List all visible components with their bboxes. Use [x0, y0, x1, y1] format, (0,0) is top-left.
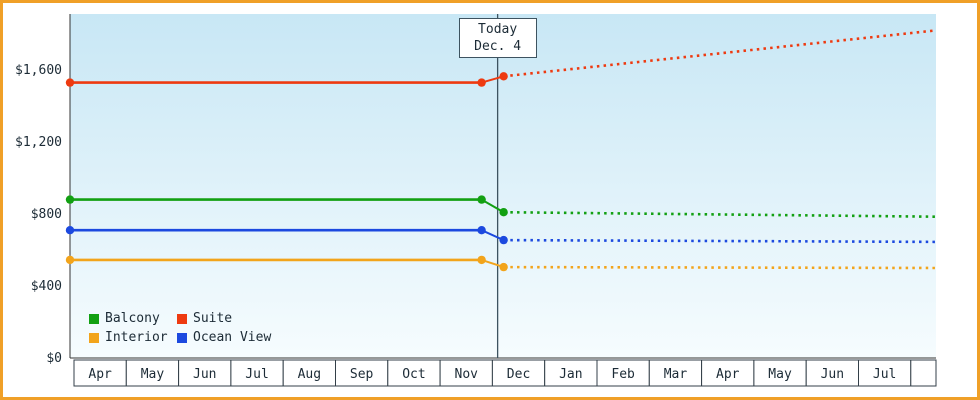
x-axis-cell — [805, 359, 860, 387]
y-axis-label: $1,200 — [15, 135, 62, 150]
x-axis-cell — [439, 359, 493, 387]
legend-swatch-interior — [89, 332, 99, 343]
y-axis-label: $800 — [31, 207, 62, 222]
y-axis-label: $1,600 — [15, 63, 62, 78]
x-axis-label: Nov — [455, 367, 479, 382]
series-interior-point — [65, 255, 75, 265]
chart-legend: Balcony Suite Interior Ocean View — [89, 311, 271, 345]
x-axis-label: Jul — [873, 367, 896, 382]
series-ocean-view-point — [65, 226, 75, 235]
series-suite-forecast-line — [503, 29, 937, 78]
series-suite-point — [499, 72, 508, 81]
legend-swatch-suite — [177, 313, 187, 324]
legend-label: Balcony — [105, 311, 160, 326]
series-ocean-view-point — [477, 226, 486, 235]
x-axis-label: Oct — [402, 367, 425, 382]
series-ocean-view-forecast-line — [503, 238, 937, 244]
x-axis-label: Mar — [664, 367, 688, 382]
series-suite-point — [477, 78, 486, 87]
x-axis-cell — [858, 359, 912, 387]
today-annotation: Today Dec. 4 — [458, 18, 537, 58]
x-axis-cell — [648, 359, 703, 387]
today-annotation-line2: Dec. 4 — [474, 39, 522, 54]
today-annotation-line1: Today — [478, 22, 518, 37]
x-axis-label: Jun — [821, 367, 844, 382]
x-axis-cell-partial — [910, 359, 937, 387]
series-interior-point — [499, 262, 508, 272]
x-axis-label: Sep — [350, 367, 374, 382]
series-suite-point — [65, 78, 75, 87]
x-axis-cell — [544, 359, 598, 387]
x-axis-label: May — [768, 367, 792, 382]
legend-swatch-ocean-view — [177, 332, 187, 343]
legend-label: Ocean View — [193, 330, 272, 345]
x-axis-label: Aug — [298, 367, 321, 382]
legend-label: Suite — [193, 311, 233, 326]
legend-item-balcony: Balcony — [89, 311, 177, 326]
x-axis-label: Jul — [245, 367, 268, 382]
y-axis-label: $400 — [31, 279, 62, 294]
x-axis-label: Feb — [611, 367, 635, 382]
x-axis-label: Dec — [507, 367, 530, 382]
series-balcony-point — [499, 208, 508, 217]
series-balcony-point — [65, 195, 75, 204]
y-axis-label: $0 — [46, 351, 62, 366]
series-balcony-connector-line — [481, 198, 505, 214]
series-interior-point — [477, 255, 486, 265]
x-axis-cell — [73, 359, 127, 387]
x-axis-label: Jan — [559, 367, 582, 382]
plot-area — [70, 14, 936, 358]
legend-label: Interior — [105, 330, 168, 345]
x-axis-label: May — [141, 367, 165, 382]
x-axis-cell — [387, 359, 441, 387]
series-ocean-view-point — [499, 235, 508, 245]
series-balcony-forecast-line — [503, 210, 937, 218]
legend-item-interior: Interior — [89, 330, 177, 345]
x-axis-label: Apr — [716, 367, 740, 382]
x-axis-label: Jun — [193, 367, 216, 382]
series-interior-forecast-line — [503, 265, 937, 270]
legend-item-ocean-view: Ocean View — [177, 330, 271, 345]
legend-swatch-balcony — [89, 313, 99, 324]
legend-item-suite: Suite — [177, 311, 271, 326]
x-axis-label: Apr — [88, 367, 112, 382]
series-balcony-point — [477, 195, 486, 204]
